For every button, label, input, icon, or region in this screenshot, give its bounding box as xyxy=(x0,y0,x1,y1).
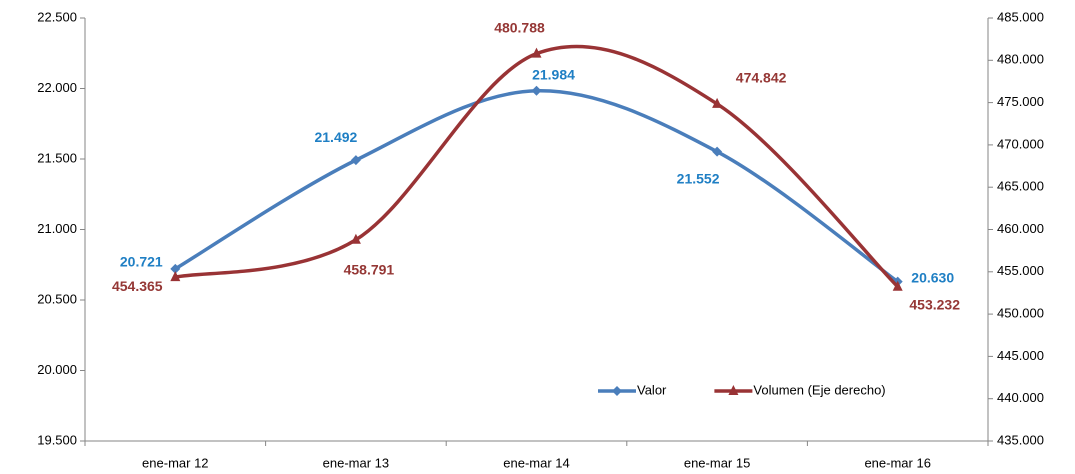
marker xyxy=(612,386,622,396)
data-label: 20.630 xyxy=(911,269,954,285)
legend-label: Volumen (Eje derecho) xyxy=(753,382,885,397)
marker xyxy=(892,280,903,291)
y2-tick-label: 465.000 xyxy=(997,179,1044,194)
data-label: 458.791 xyxy=(344,261,395,277)
data-label: 480.788 xyxy=(494,19,545,35)
data-label: 21.492 xyxy=(314,129,357,145)
x-tick-label: ene-mar 13 xyxy=(323,455,389,470)
marker xyxy=(350,233,361,244)
y2-tick-label: 485.000 xyxy=(997,9,1044,24)
marker xyxy=(712,97,723,108)
data-label: 20.721 xyxy=(120,254,163,270)
y2-tick-label: 450.000 xyxy=(997,306,1044,321)
y2-tick-label: 440.000 xyxy=(997,390,1044,405)
y-tick-label: 21.500 xyxy=(37,150,77,165)
data-label: 474.842 xyxy=(736,70,787,86)
y2-tick-label: 435.000 xyxy=(997,432,1044,447)
y2-tick-label: 455.000 xyxy=(997,263,1044,278)
data-label: 454.365 xyxy=(112,278,163,294)
y2-tick-label: 480.000 xyxy=(997,52,1044,67)
marker xyxy=(170,271,181,282)
x-tick-label: ene-mar 12 xyxy=(142,455,208,470)
y-tick-label: 21.000 xyxy=(37,221,77,236)
legend-label: Valor xyxy=(637,382,667,397)
y-tick-label: 22.500 xyxy=(37,9,77,24)
data-label: 21.984 xyxy=(532,66,575,82)
marker xyxy=(728,385,739,395)
marker xyxy=(350,155,361,166)
y2-tick-label: 460.000 xyxy=(997,221,1044,236)
marker xyxy=(531,85,542,96)
data-label: 453.232 xyxy=(909,296,960,312)
x-tick-label: ene-mar 16 xyxy=(864,455,930,470)
y-tick-label: 19.500 xyxy=(37,432,77,447)
marker xyxy=(531,47,542,58)
y2-tick-label: 475.000 xyxy=(997,94,1044,109)
marker xyxy=(712,146,723,157)
y-tick-label: 22.000 xyxy=(37,80,77,95)
data-label: 21.552 xyxy=(677,170,720,186)
y-tick-label: 20.000 xyxy=(37,362,77,377)
y2-tick-label: 445.000 xyxy=(997,348,1044,363)
x-tick-label: ene-mar 14 xyxy=(503,455,569,470)
marker xyxy=(170,263,181,274)
series-line xyxy=(174,89,899,284)
y-tick-label: 20.500 xyxy=(37,291,77,306)
y2-tick-label: 470.000 xyxy=(997,136,1044,151)
x-tick-label: ene-mar 15 xyxy=(684,455,750,470)
